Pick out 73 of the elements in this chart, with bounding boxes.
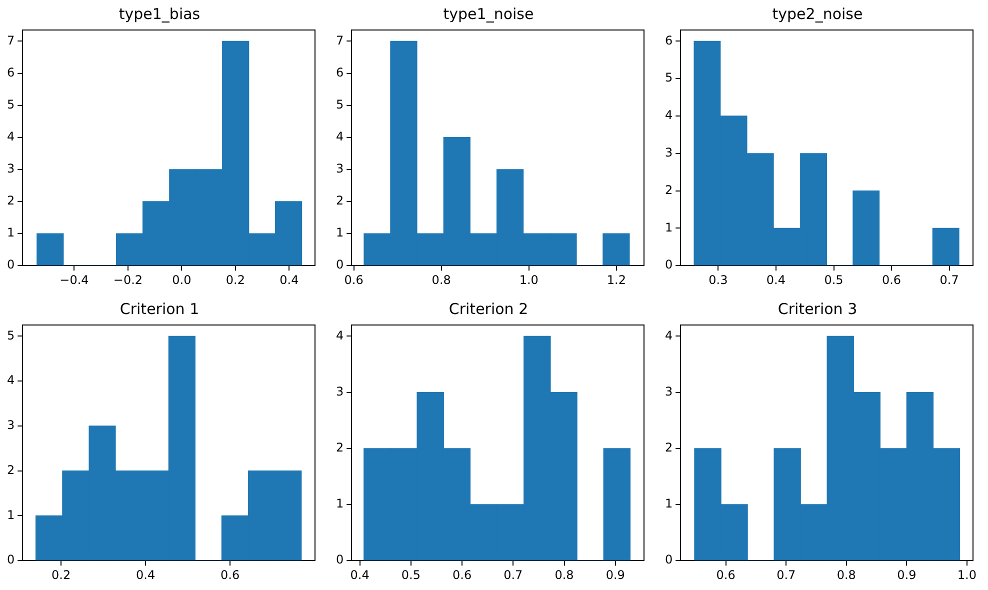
- y-tick-label: 2: [6, 194, 15, 208]
- y-tick-label: 4: [336, 328, 344, 342]
- x-tick-label: 1.0: [519, 272, 538, 287]
- chart-title: Criterion 1: [120, 300, 200, 318]
- y-tick-label: 1: [336, 496, 344, 511]
- y-tick-label: 4: [6, 130, 15, 144]
- y-tick-label: 5: [6, 328, 15, 342]
- y-tick-label: 0: [6, 258, 15, 272]
- y-tick-label: 0: [664, 552, 673, 567]
- y-tick-label: 6: [336, 65, 344, 80]
- y-tick-label: 2: [664, 440, 673, 455]
- x-tick-label: 0.3: [708, 272, 728, 287]
- x-tick-label: 1.2: [606, 272, 626, 287]
- y-tick-label: 2: [664, 182, 673, 197]
- y-tick-label: 5: [664, 70, 673, 85]
- chart-title: type2_noise: [772, 4, 863, 23]
- x-tick-label: 0.6: [882, 272, 902, 287]
- y-tick-label: 3: [664, 146, 673, 160]
- x-tick-label: 0.5: [401, 568, 420, 582]
- y-tick-label: 4: [336, 130, 344, 144]
- y-tick-label: 5: [336, 97, 344, 112]
- x-tick-label: 0.8: [432, 272, 451, 287]
- x-tick-label: 0.7: [776, 568, 796, 582]
- x-tick-label: −0.4: [60, 272, 89, 287]
- y-tick-label: 0: [664, 258, 673, 272]
- y-tick-label: 3: [6, 418, 15, 432]
- chart-title: type1_noise: [443, 4, 534, 23]
- x-tick-label: 0.6: [716, 568, 736, 582]
- chart-title: Criterion 2: [448, 300, 528, 318]
- chart-title: type1_bias: [118, 4, 200, 23]
- y-tick-label: 3: [336, 384, 344, 398]
- x-tick-label: 0.2: [226, 272, 246, 287]
- y-tick-label: 7: [336, 33, 344, 48]
- x-tick-label: 0.8: [554, 568, 574, 582]
- x-tick-label: −0.2: [113, 272, 143, 287]
- y-tick-label: 1: [664, 220, 673, 234]
- x-tick-label: 0.9: [897, 568, 916, 582]
- y-tick-label: 1: [6, 226, 15, 240]
- y-tick-label: 7: [6, 33, 15, 48]
- y-tick-label: 1: [336, 226, 344, 240]
- x-tick-label: 0.9: [606, 568, 625, 582]
- y-tick-label: 0: [336, 552, 344, 567]
- chart-title: Criterion 3: [778, 300, 858, 318]
- y-tick-label: 5: [6, 97, 15, 112]
- x-tick-label: 0.5: [824, 272, 844, 287]
- y-tick-label: 0: [6, 552, 15, 567]
- x-tick-label: 0.6: [344, 272, 364, 287]
- y-tick-label: 3: [336, 162, 344, 176]
- y-tick-label: 6: [6, 65, 15, 80]
- x-tick-label: 0.2: [52, 568, 71, 582]
- y-tick-label: 1: [664, 496, 673, 511]
- y-tick-label: 0: [336, 258, 344, 272]
- x-tick-label: 0.4: [280, 272, 299, 287]
- x-tick-label: 0.4: [350, 568, 370, 582]
- x-tick-label: 0.8: [836, 568, 856, 582]
- y-tick-label: 4: [664, 328, 673, 342]
- x-tick-label: 0.7: [504, 568, 523, 582]
- y-tick-label: 4: [6, 373, 15, 388]
- x-tick-label: 1.0: [957, 568, 977, 582]
- x-tick-label: 0.4: [766, 272, 786, 287]
- y-tick-label: 4: [664, 108, 673, 122]
- y-tick-label: 3: [664, 384, 673, 398]
- y-tick-label: 1: [6, 508, 15, 522]
- y-tick-label: 2: [336, 440, 344, 455]
- x-tick-label: 0.6: [220, 568, 240, 582]
- x-tick-label: 0.7: [940, 272, 959, 287]
- y-tick-label: 6: [664, 33, 673, 48]
- x-tick-label: 0.0: [172, 272, 192, 287]
- y-tick-label: 2: [6, 462, 15, 477]
- x-tick-label: 0.6: [452, 568, 472, 582]
- y-tick-label: 2: [336, 194, 344, 208]
- x-tick-label: 0.4: [136, 568, 156, 582]
- y-tick-label: 3: [6, 162, 15, 176]
